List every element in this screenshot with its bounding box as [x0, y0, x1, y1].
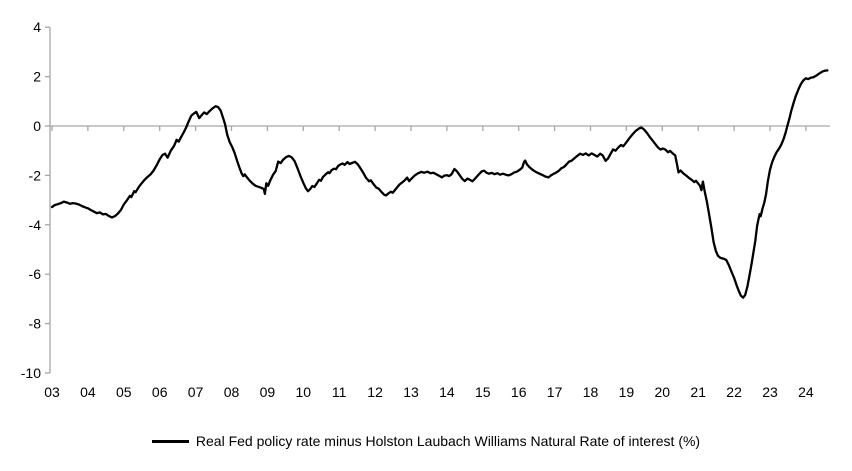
x-axis-label: 17	[547, 384, 563, 400]
series-line	[50, 69, 829, 299]
x-axis-label: 20	[655, 384, 671, 400]
x-axis-label: 03	[44, 384, 60, 400]
x-axis-label: 11	[332, 384, 347, 400]
x-axis-label: 05	[116, 384, 132, 400]
x-axis-label: 08	[224, 384, 240, 400]
legend-line-sample	[151, 439, 189, 443]
x-axis-label: 21	[690, 384, 706, 400]
x-axis-label: 09	[260, 384, 276, 400]
y-axis-label: 2	[33, 69, 41, 85]
x-axis-label: 10	[296, 384, 312, 400]
y-axis-label: 0	[33, 118, 41, 134]
x-axis-label: 23	[762, 384, 778, 400]
x-axis-label: 19	[619, 384, 635, 400]
x-axis-label: 04	[80, 384, 96, 400]
x-axis-label: 06	[152, 384, 168, 400]
x-axis-label: 22	[726, 384, 742, 400]
x-axis-label: 24	[798, 384, 814, 400]
y-axis-label: 4	[33, 19, 41, 35]
y-axis-label: -6	[29, 266, 42, 282]
y-axis-label: -8	[29, 316, 42, 332]
x-axis-label: 13	[403, 384, 419, 400]
x-axis-label: 07	[188, 384, 204, 400]
legend: Real Fed policy rate minus Holston Lauba…	[0, 433, 852, 449]
y-axis-label: -2	[29, 167, 42, 183]
x-axis-label: 16	[511, 384, 527, 400]
x-axis-label: 15	[475, 384, 491, 400]
x-axis-label: 18	[583, 384, 599, 400]
y-axis-label: -4	[29, 217, 42, 233]
y-axis-label: -10	[21, 365, 41, 381]
x-axis-label: 12	[367, 384, 383, 400]
legend-label: Real Fed policy rate minus Holston Lauba…	[195, 433, 701, 449]
x-axis-label: 14	[439, 384, 455, 400]
